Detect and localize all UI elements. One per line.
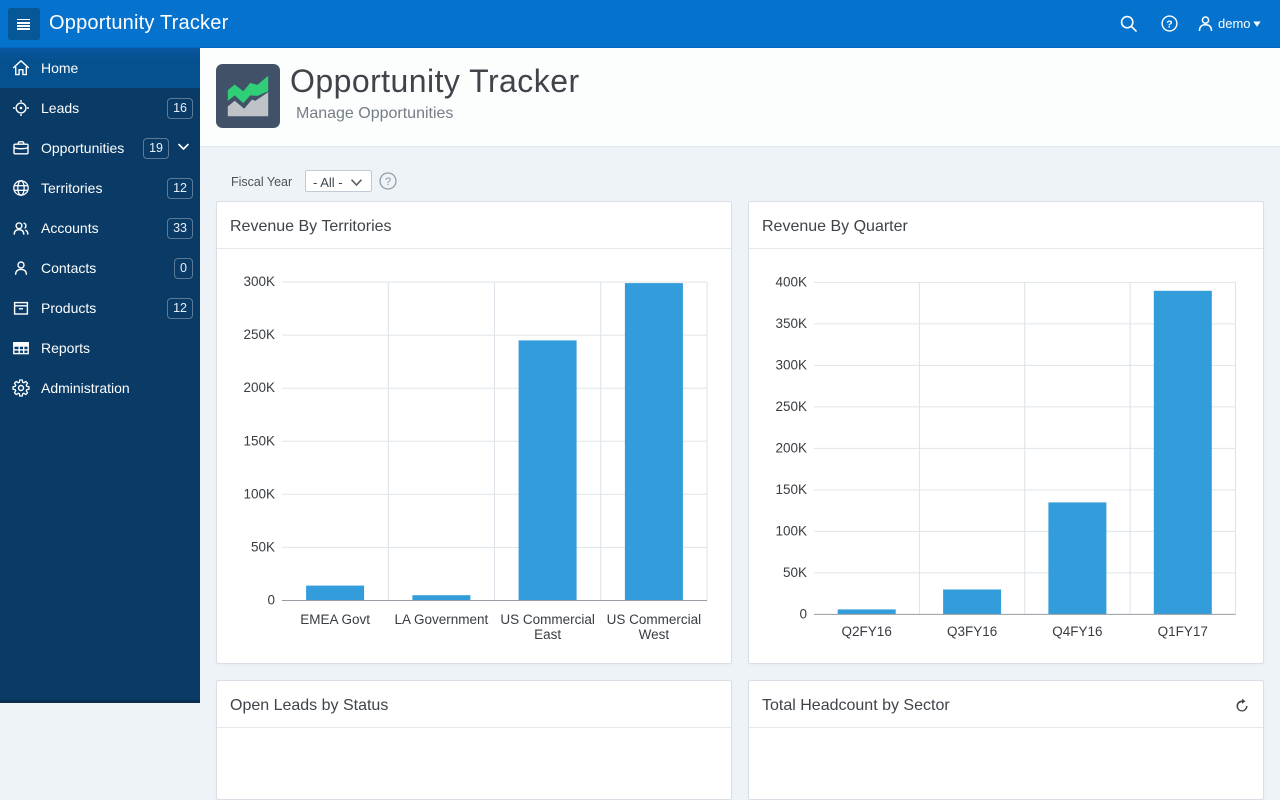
svg-text:50K: 50K [251,539,275,554]
svg-text:350K: 350K [775,316,807,331]
svg-text:0: 0 [267,593,275,608]
svg-text:250K: 250K [243,327,275,342]
svg-text:150K: 150K [775,482,807,497]
svg-text:300K: 300K [243,274,275,289]
svg-text:US Commercial: US Commercial [500,612,595,627]
svg-text:200K: 200K [243,380,275,395]
svg-text:Q4FY16: Q4FY16 [1052,624,1102,639]
svg-text:0: 0 [799,606,807,621]
svg-text:50K: 50K [783,565,807,580]
svg-text:LA Government: LA Government [394,612,488,627]
svg-text:200K: 200K [775,440,807,455]
svg-text:US Commercial: US Commercial [607,612,702,627]
svg-text:Q2FY16: Q2FY16 [842,624,892,639]
svg-text:300K: 300K [775,357,807,372]
svg-text:Q1FY17: Q1FY17 [1158,624,1208,639]
svg-text:?: ? [1166,18,1172,30]
svg-text:100K: 100K [243,486,275,501]
svg-text:150K: 150K [243,433,275,448]
svg-text:?: ? [385,176,391,188]
svg-text:EMEA Govt: EMEA Govt [300,612,370,627]
svg-text:400K: 400K [775,274,807,289]
svg-text:East: East [534,627,561,642]
svg-text:West: West [639,627,670,642]
svg-text:250K: 250K [775,399,807,414]
svg-text:100K: 100K [775,523,807,538]
svg-text:Q3FY16: Q3FY16 [947,624,997,639]
